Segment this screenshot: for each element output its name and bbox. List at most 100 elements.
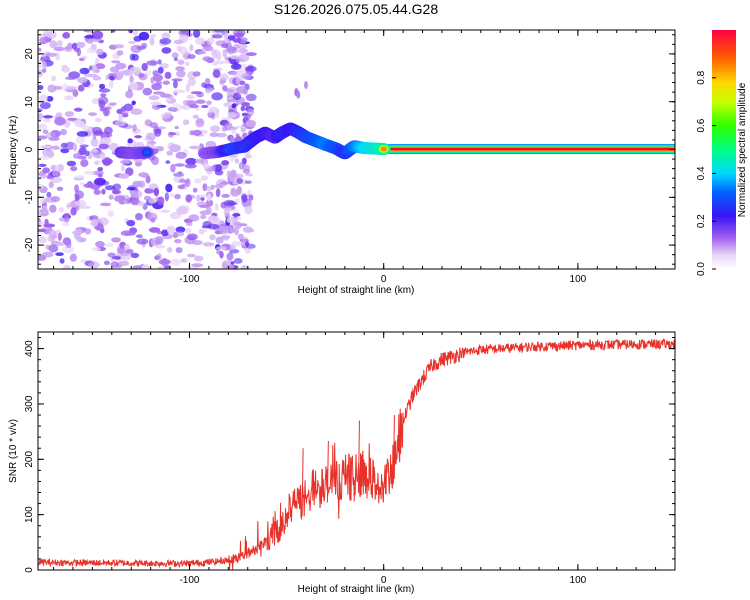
- noise-blob: [38, 236, 47, 244]
- noise-blob: [158, 266, 164, 269]
- noise-blob: [209, 132, 219, 137]
- noise-blob: [219, 251, 224, 259]
- noise-blob: [173, 57, 178, 61]
- x-tick-label: 100: [570, 575, 587, 586]
- noise-blob: [176, 45, 182, 52]
- noise-blob: [118, 201, 126, 205]
- noise-blob: [79, 67, 90, 75]
- noise-blob: [175, 231, 185, 237]
- noise-blob: [154, 236, 164, 245]
- noise-blob: [244, 205, 253, 215]
- noise-blob: [136, 234, 143, 238]
- noise-blob: [116, 50, 124, 56]
- noise-blob: [104, 126, 113, 135]
- snr-line: [38, 338, 675, 570]
- noise-blob: [215, 236, 224, 244]
- noise-blob: [57, 164, 64, 172]
- noise-blob: [233, 43, 241, 50]
- noise-blob: [211, 112, 216, 120]
- colorbar-tick-label: 0.0: [696, 262, 707, 276]
- noise-blob: [134, 135, 142, 139]
- noise-blob: [92, 30, 104, 40]
- noise-blob: [62, 245, 74, 254]
- noise-blob: [244, 180, 252, 184]
- noise-blob: [172, 80, 178, 89]
- noise-blob: [38, 211, 42, 215]
- noise-blob: [130, 108, 143, 115]
- noise-blob: [173, 39, 184, 45]
- noise-blob: [60, 128, 67, 136]
- noise-blob: [234, 198, 241, 204]
- spectrogram-y-axis-label: Frequency (Hz): [8, 116, 19, 185]
- noise-blob: [42, 129, 49, 135]
- noise-blob: [209, 234, 216, 241]
- x-tick-label: 0: [381, 575, 387, 586]
- noise-blob: [103, 260, 110, 266]
- noise-blob: [158, 126, 167, 130]
- noise-blob: [54, 116, 66, 126]
- colorbar-label: Normalized spectral amplitude: [737, 82, 748, 217]
- noise-blob: [86, 40, 94, 45]
- noise-blob: [100, 202, 112, 207]
- noise-blob: [132, 30, 139, 36]
- noise-blob: [236, 177, 243, 184]
- noise-blob: [100, 93, 107, 97]
- noise-blob: [105, 243, 114, 248]
- noise-blob: [38, 228, 47, 233]
- noise-blob: [94, 177, 106, 186]
- noise-blob: [62, 222, 70, 227]
- noise-blob: [182, 99, 192, 106]
- noise-blob: [158, 258, 171, 265]
- noise-blob: [71, 42, 78, 50]
- snr-spike: [392, 415, 395, 485]
- noise-blob: [151, 83, 162, 91]
- noise-blob: [39, 37, 50, 44]
- snr-spike: [326, 441, 329, 503]
- noise-blob: [91, 247, 101, 252]
- noise-blob: [57, 232, 62, 241]
- colorbar-tick-label: 0.6: [696, 118, 707, 132]
- noise-blob: [199, 193, 207, 198]
- noise-blob: [90, 218, 99, 228]
- snr-y-ticks: 0 100 200 300 400: [24, 337, 675, 573]
- noise-blob: [43, 223, 56, 228]
- noise-blob: [195, 99, 206, 104]
- noise-blob: [132, 180, 143, 188]
- snr-spike: [301, 448, 304, 517]
- noise-blob: [111, 30, 116, 33]
- noise-blob: [89, 215, 99, 221]
- noise-blob: [61, 65, 70, 73]
- noise-blob: [165, 183, 173, 193]
- noise-blob: [63, 45, 73, 52]
- noise-blob: [129, 75, 134, 83]
- noise-blob: [126, 187, 136, 191]
- noise-blob: [227, 215, 232, 221]
- colorbar-tick-label: 0.4: [696, 166, 707, 180]
- noise-blob: [180, 258, 188, 263]
- noise-blob: [77, 124, 88, 128]
- noise-blob: [175, 226, 186, 233]
- noise-blob: [233, 258, 243, 264]
- noise-blob: [154, 128, 162, 137]
- noise-blob: [248, 194, 254, 201]
- noise-blob: [75, 135, 85, 144]
- noise-blob: [144, 187, 152, 194]
- noise-blob: [216, 132, 227, 138]
- noise-blob: [200, 214, 207, 220]
- noise-blob: [76, 47, 82, 57]
- noise-blob: [93, 189, 101, 195]
- snr-x-ticks: -100 0 100: [53, 332, 676, 586]
- noise-blob: [118, 113, 123, 122]
- noise-blob: [119, 159, 132, 165]
- artifact-blob: [206, 193, 211, 202]
- colorbar-ticks: 0.0 0.2 0.4 0.6 0.8: [696, 70, 716, 276]
- noise-blob: [150, 101, 162, 106]
- noise-blob: [84, 34, 95, 39]
- noise-blob: [221, 160, 230, 166]
- noise-blob: [170, 258, 182, 267]
- noise-blob: [104, 185, 116, 191]
- noise-blob: [90, 138, 99, 147]
- noise-blob: [224, 59, 230, 65]
- noise-blob: [235, 133, 240, 137]
